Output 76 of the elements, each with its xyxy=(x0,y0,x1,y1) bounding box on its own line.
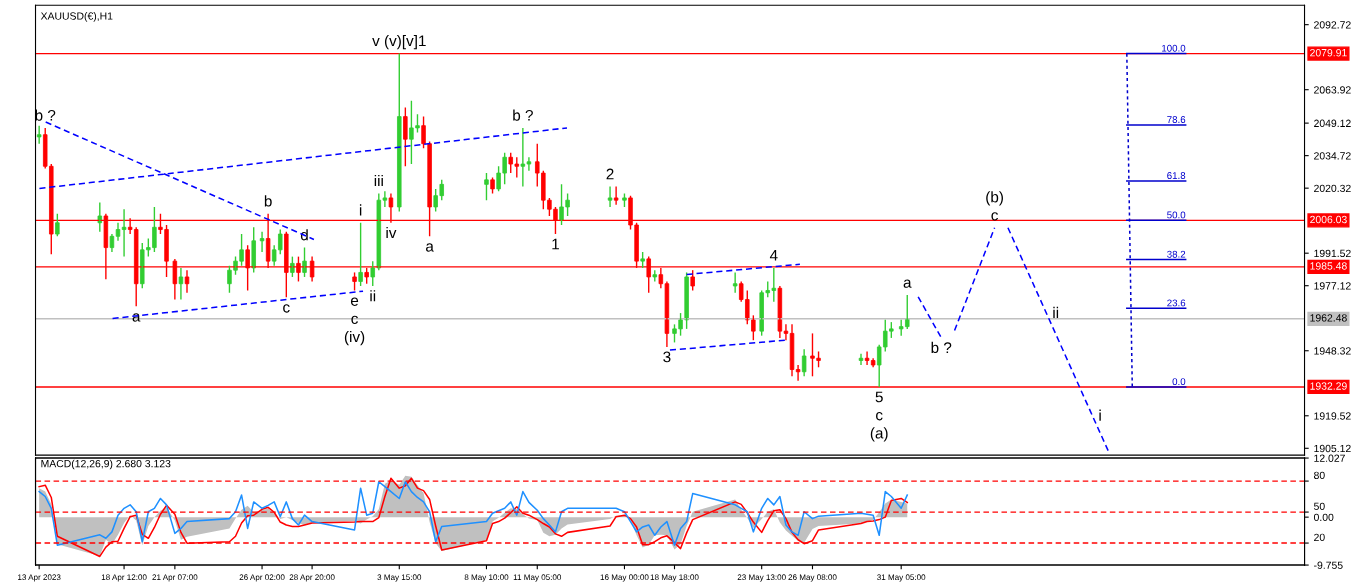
annotation: b ? xyxy=(513,109,533,121)
annotation: iv xyxy=(386,226,397,238)
x-tick-label: 21 Apr 07:00 xyxy=(152,574,198,582)
candlestick xyxy=(55,213,60,237)
x-tick-label: 8 May 10:00 xyxy=(464,574,509,582)
x-tick-label: 18 Apr 12:00 xyxy=(101,574,147,582)
y2-tick-label: 80 xyxy=(1314,471,1325,480)
series-label: 0.0 xyxy=(1172,378,1186,386)
candlestick xyxy=(352,271,357,292)
x-tick-label: 11 May 05:00 xyxy=(513,574,562,582)
text: XAUUSD(€),H1 xyxy=(40,12,113,22)
x-tick-label: 3 May 15:00 xyxy=(377,574,422,582)
annotation: 1 xyxy=(552,238,559,250)
series-label: 100.0 xyxy=(1162,44,1186,52)
x-tick-label: 28 Apr 20:00 xyxy=(289,574,335,582)
annotation: 4 xyxy=(769,250,778,261)
annotation: i xyxy=(1099,409,1101,421)
candlestick xyxy=(690,269,695,292)
y-tick-label: 1948.32 xyxy=(1314,347,1351,355)
line-series xyxy=(1007,226,1110,454)
x-tick-label: 31 May 05:00 xyxy=(877,574,926,582)
annotation: 5 c (a) xyxy=(870,391,888,442)
y-tick-label: 1991.52 xyxy=(1314,249,1351,258)
candlestick xyxy=(484,172,489,201)
annotation: a xyxy=(132,313,141,322)
candlestick xyxy=(403,106,408,167)
x-tick-label: 13 Apr 2023 xyxy=(18,574,61,582)
annotation: iii xyxy=(374,174,383,187)
annotation: e c (iv) xyxy=(344,297,365,346)
y-tick-label: 1977.12 xyxy=(1314,282,1351,290)
candlestick xyxy=(358,222,363,287)
y-tick-label: 1905.12 xyxy=(1314,444,1351,453)
annotation: 3 xyxy=(663,351,671,363)
candlestick xyxy=(607,185,613,208)
series-label: 50.0 xyxy=(1167,211,1186,219)
annotation: (b) c xyxy=(986,191,1003,221)
annotation: 2 xyxy=(606,168,614,180)
y-tick-label: 2020.32 xyxy=(1314,184,1351,193)
annotation: b ? xyxy=(931,341,952,354)
annotation: a xyxy=(903,279,912,288)
x-tick-label: 26 Apr 02:00 xyxy=(239,574,285,582)
chart-title: MACD(12,26,9) 2.680 3.123 xyxy=(41,459,171,470)
series-label: 78.6 xyxy=(1167,116,1186,124)
x-tick-label: 26 May 08:00 xyxy=(788,574,837,582)
y-tick-label: 2034.72 xyxy=(1314,152,1351,160)
annotation: i xyxy=(359,204,362,216)
ref-line-label: 2006.03 xyxy=(1310,215,1347,224)
ref-line-label: 2079.91 xyxy=(1310,49,1347,57)
candlestick xyxy=(36,124,42,145)
annotation: c xyxy=(283,304,290,313)
ref-line-label: 1985.48 xyxy=(1310,262,1347,270)
annotation: v (v)[v]1 xyxy=(372,34,426,50)
annotation: ii xyxy=(370,290,376,302)
y2-tick-label: 50 xyxy=(1313,502,1325,511)
ref-line-label: 1962.48 xyxy=(1310,314,1347,322)
annotation: ii xyxy=(1053,306,1059,318)
annotation: b ? xyxy=(35,109,56,121)
annotation: a xyxy=(426,243,434,252)
x-tick-label: 23 May 13:00 xyxy=(737,574,786,582)
series-label: 23.6 xyxy=(1167,299,1186,307)
x-tick-label: 18 May 18:00 xyxy=(650,574,699,582)
series-label: 61.8 xyxy=(1167,172,1186,180)
y-tick-label: 2049.12 xyxy=(1314,119,1351,127)
ref-line-label: 1932.29 xyxy=(1310,382,1347,390)
candlestick xyxy=(613,185,619,206)
candlestick xyxy=(732,271,738,294)
annotation: b xyxy=(264,195,272,207)
y-tick-label: 0.00 xyxy=(1313,513,1334,522)
x-tick-label: 16 May 00:00 xyxy=(600,574,649,582)
y2-tick-label: 20 xyxy=(1314,533,1325,542)
series-label: 38.2 xyxy=(1167,250,1186,258)
y-tick-label: 12.027 xyxy=(1314,454,1345,462)
y-tick-label: 1919.52 xyxy=(1314,412,1351,420)
y-tick-label: 2092.72 xyxy=(1314,21,1351,29)
y-tick-label: -9.755 xyxy=(1314,561,1343,569)
y-tick-label: 2063.92 xyxy=(1314,86,1351,94)
